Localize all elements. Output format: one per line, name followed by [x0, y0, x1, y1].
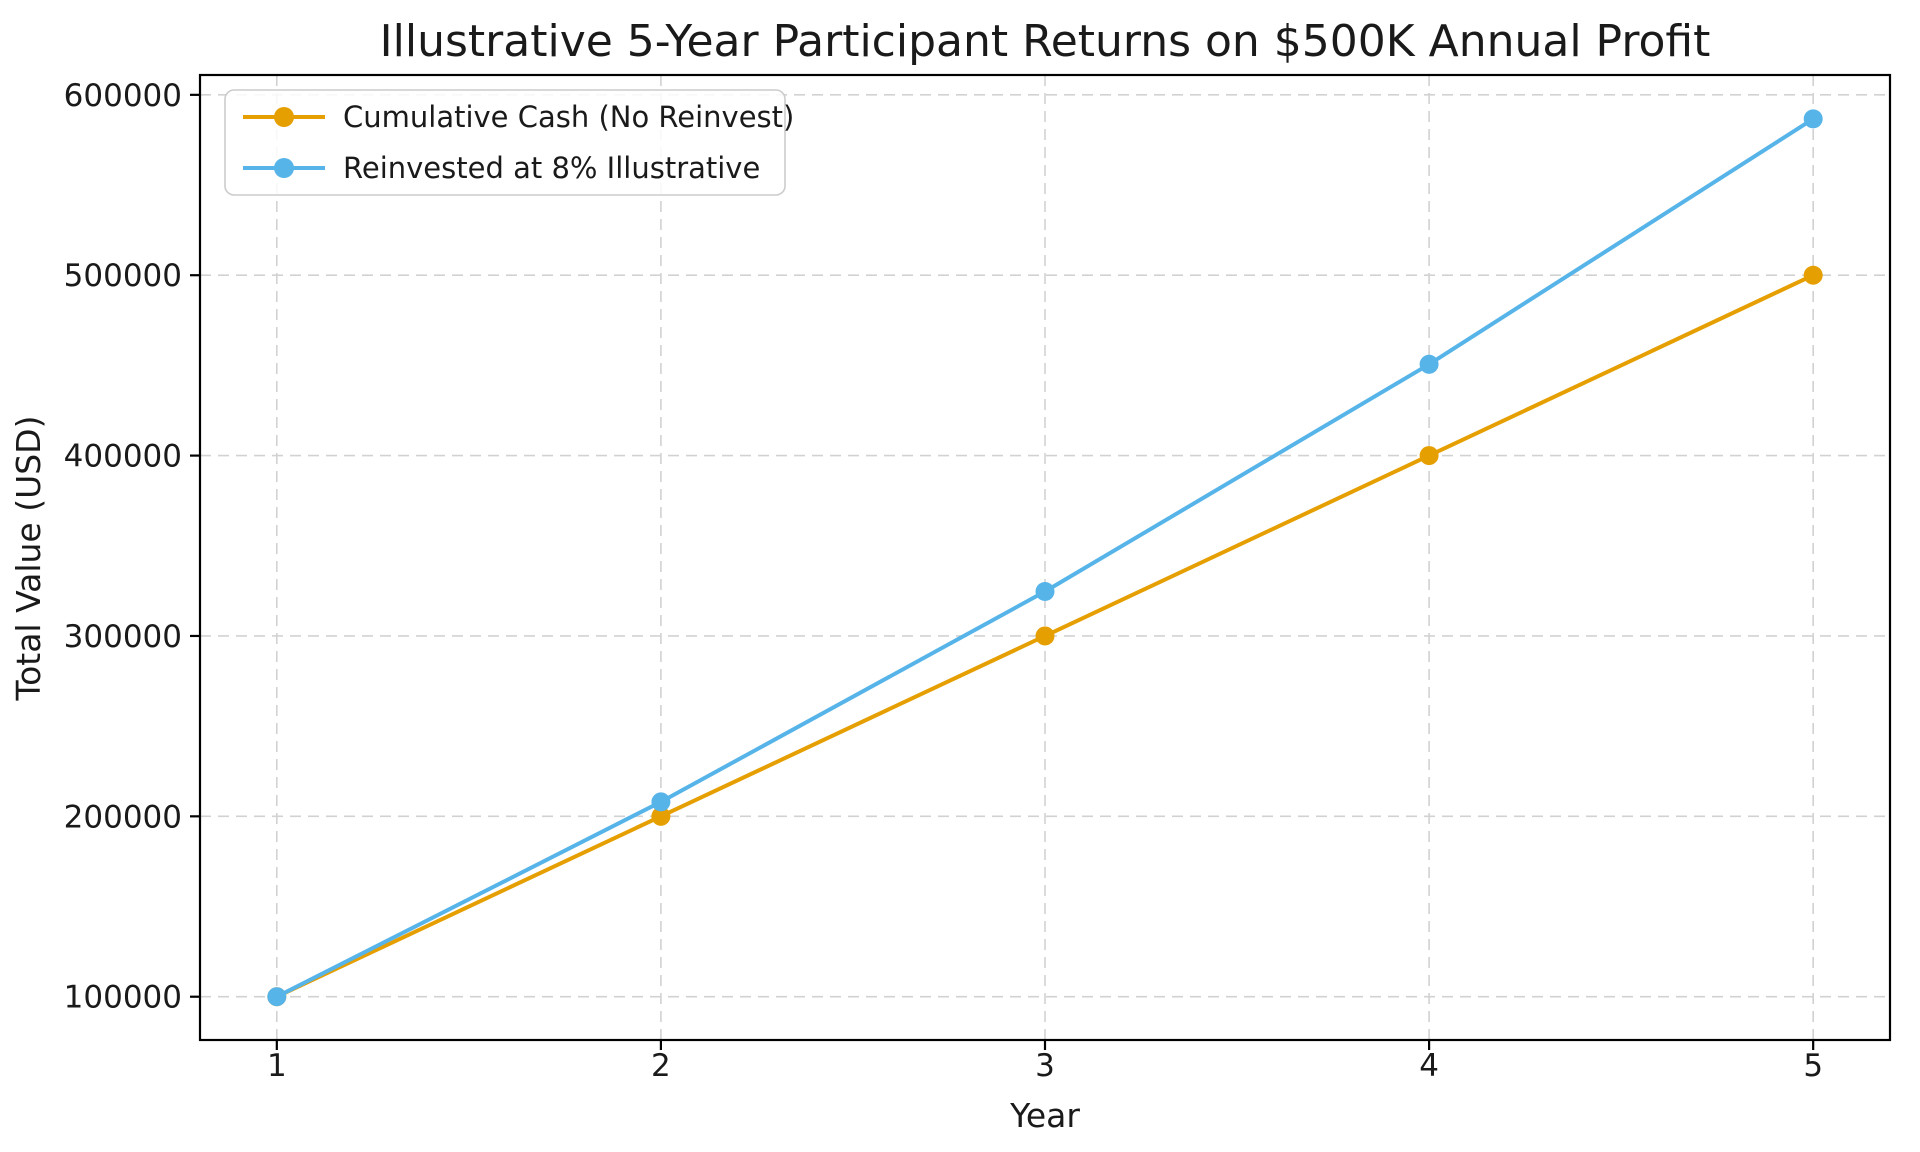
- legend-marker: [274, 107, 294, 127]
- legend-entry-label: Cumulative Cash (No Reinvest): [343, 100, 794, 134]
- data-point: [1419, 446, 1439, 466]
- data-point: [1035, 582, 1055, 602]
- legend-marker: [274, 158, 294, 178]
- y-tick-label: 200000: [64, 799, 182, 835]
- y-tick-label: 300000: [64, 619, 182, 655]
- x-tick-label: 3: [1035, 1048, 1055, 1084]
- x-axis-label: Year: [1009, 1096, 1080, 1135]
- axes: 1 2 3 4 5 100000 200000 300000 400000 500000 60000…: [64, 73, 1892, 1084]
- legend: Cumulative Cash (No Reinvest) Reinvested …: [224, 89, 794, 196]
- y-tick-label: 100000: [64, 980, 182, 1016]
- x-tick-label: 2: [651, 1048, 671, 1084]
- legend-frame: [224, 89, 786, 196]
- y-tick-label: 500000: [64, 258, 182, 294]
- chart-title: Illustrative 5-Year Participant Returns …: [380, 16, 1711, 67]
- data-point: [1803, 265, 1823, 285]
- x-tick-label: 1: [267, 1048, 287, 1084]
- legend-entry-label: Reinvested at 8% Illustrative: [343, 151, 760, 185]
- data-point: [651, 806, 671, 826]
- x-tick-label: 5: [1803, 1048, 1823, 1084]
- data-point: [1419, 354, 1439, 374]
- gridlines: [200, 75, 1890, 1040]
- data-series: [267, 109, 1823, 1007]
- x-tick-label: 4: [1419, 1048, 1439, 1084]
- y-axis-label: Total Value (USD): [9, 416, 48, 702]
- series-line: [274, 116, 1816, 999]
- data-point: [651, 792, 671, 812]
- y-tick-label: 600000: [64, 78, 182, 114]
- data-point: [1803, 109, 1823, 129]
- y-tick-label: 400000: [64, 439, 182, 475]
- data-point: [267, 987, 287, 1007]
- data-point: [1035, 626, 1055, 646]
